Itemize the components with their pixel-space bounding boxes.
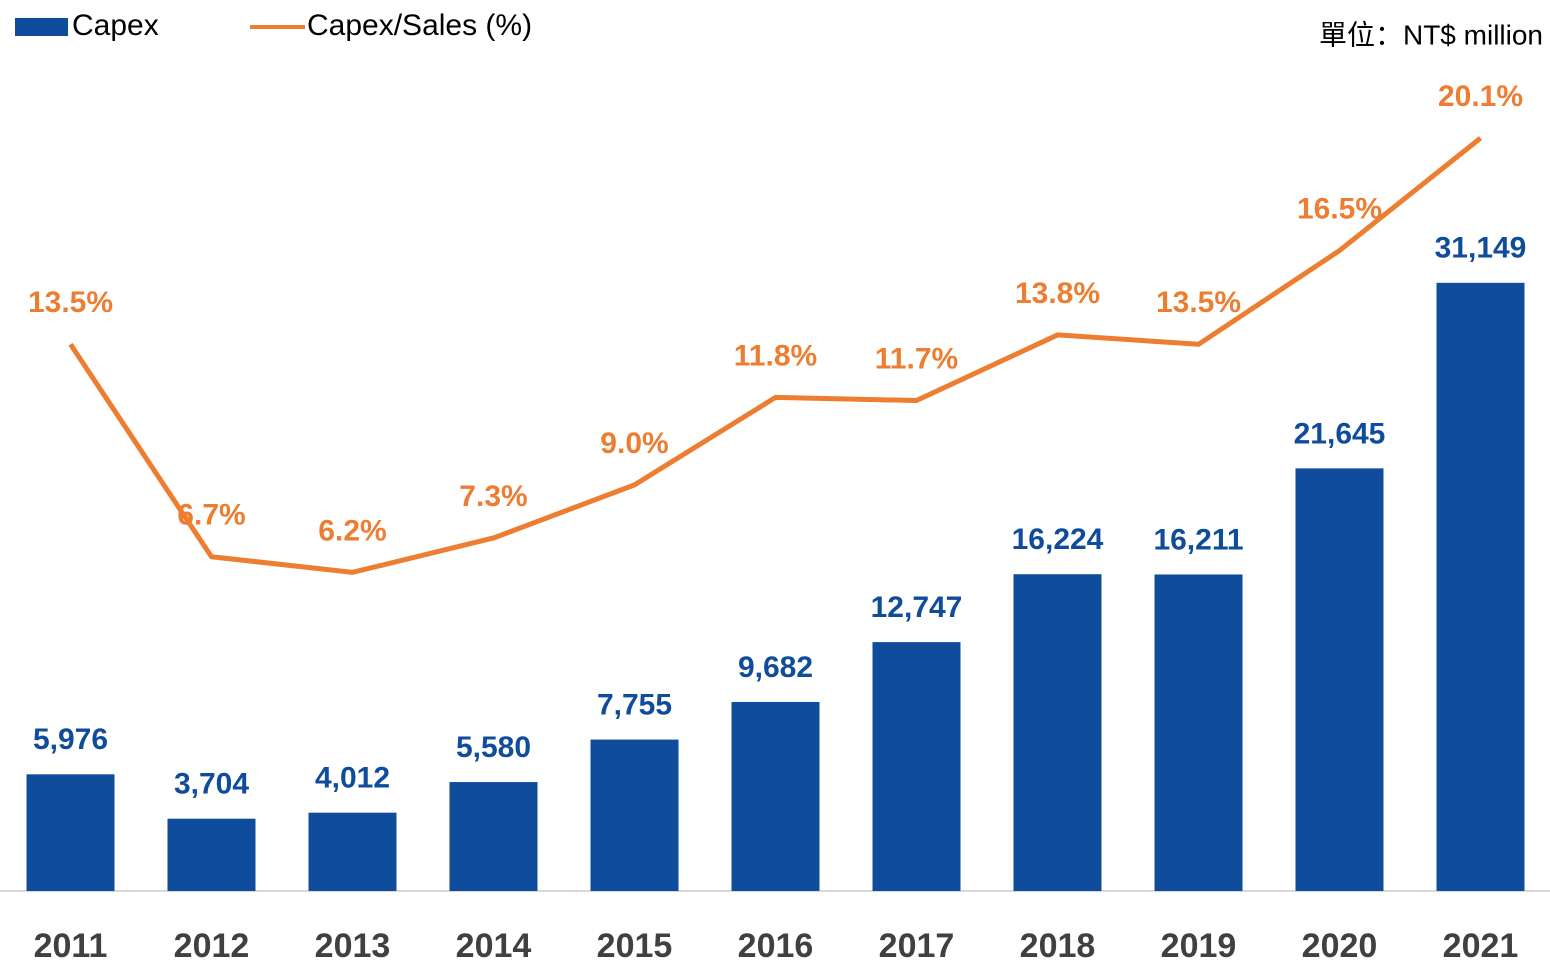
bar-value-label: 12,747 (871, 591, 963, 624)
line-value-label: 13.5% (1156, 286, 1241, 319)
line-value-label: 6.7% (177, 499, 245, 532)
legend-label: Capex/Sales (%) (307, 9, 532, 42)
bar (26, 774, 115, 891)
line-value-label: 6.2% (318, 514, 386, 547)
line (68, 136, 1483, 575)
line-value-label: 13.8% (1015, 277, 1100, 310)
x-tick-label: 2011 (34, 927, 108, 965)
x-tick-label: 2017 (879, 927, 955, 965)
bar-value-label: 4,012 (315, 762, 390, 795)
line-value-label: 16.5% (1297, 193, 1382, 226)
bar (1154, 574, 1243, 891)
line-value-label: 20.1% (1438, 80, 1523, 113)
line-value-label: 11.7% (875, 342, 958, 375)
line-value-label: 13.5% (28, 286, 113, 319)
bar (1013, 574, 1102, 891)
bar (731, 701, 820, 891)
bar-value-label: 16,211 (1153, 523, 1243, 556)
bar-value-label: 7,755 (597, 689, 672, 722)
bar-value-label: 3,704 (174, 768, 249, 801)
line-value-label: 9.0% (600, 427, 668, 460)
x-tick-label: 2016 (738, 927, 814, 965)
bar-value-label: 31,149 (1435, 232, 1527, 265)
line-value-label: 11.8% (734, 339, 817, 372)
legend-label: Capex (72, 9, 159, 42)
x-tick-label: 2020 (1302, 927, 1378, 965)
bar (449, 782, 538, 891)
bar (1295, 468, 1384, 891)
x-tick-label: 2015 (597, 927, 673, 965)
bar (308, 812, 397, 891)
bar (872, 642, 961, 891)
bar (590, 739, 679, 891)
bar (167, 818, 256, 891)
bar-value-label: 9,682 (738, 651, 813, 684)
x-tick-label: 2019 (1161, 927, 1237, 965)
x-tick-label: 2012 (174, 927, 250, 965)
bar (1436, 282, 1525, 891)
bar-value-label: 21,645 (1294, 417, 1386, 450)
bar-value-label: 5,976 (33, 723, 108, 756)
bar-value-label: 16,224 (1012, 523, 1104, 556)
bar-value-label: 5,580 (456, 731, 531, 764)
line-value-label: 7.3% (459, 480, 527, 513)
x-tick-label: 2021 (1443, 927, 1519, 965)
x-tick-label: 2013 (315, 927, 391, 965)
legend-swatch (15, 18, 68, 36)
x-tick-label: 2014 (456, 927, 532, 965)
x-tick-label: 2018 (1020, 927, 1096, 965)
unit-annotation: 單位：NT$ million (1319, 19, 1543, 50)
